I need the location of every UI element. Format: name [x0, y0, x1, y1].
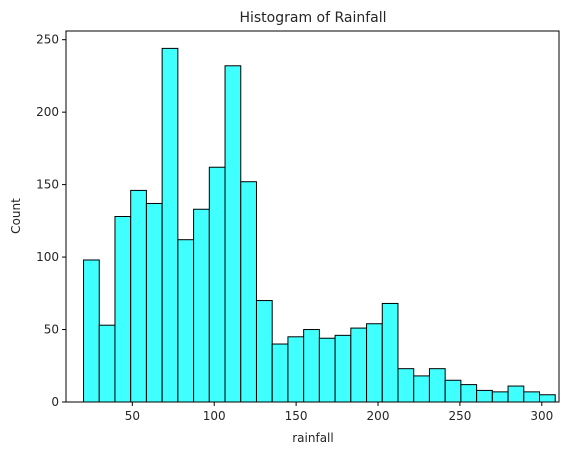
histogram-bar [240, 181, 257, 403]
histogram-bar [539, 394, 556, 403]
histogram-bar [303, 329, 320, 403]
y-axis-ticks: 0 50 100 150 200 250 [36, 33, 66, 409]
histogram-bar [460, 384, 478, 403]
histogram-bar [177, 239, 195, 403]
x-tick-label: 200 [367, 409, 390, 423]
histogram-bar [381, 302, 399, 403]
x-tick-label: 50 [125, 409, 140, 423]
histogram-bar [523, 391, 541, 403]
y-tick-label: 150 [36, 178, 59, 192]
x-axis-label: rainfall [292, 431, 333, 445]
x-axis-ticks: 50 100 150 200 250 300 [125, 402, 553, 423]
x-tick-label: 150 [285, 409, 308, 423]
y-axis-label: Count [9, 198, 23, 234]
x-tick-label: 250 [448, 409, 471, 423]
histogram-bar [145, 202, 163, 403]
y-tick-label: 250 [36, 33, 59, 47]
histogram-bar [397, 368, 415, 403]
histogram-bar [413, 375, 430, 403]
histogram-bar [255, 300, 273, 403]
y-tick-label: 100 [36, 250, 59, 264]
histogram-bar [193, 208, 210, 403]
x-tick-label: 100 [203, 409, 226, 423]
histogram-bar [366, 323, 383, 403]
histogram-bar [476, 389, 493, 403]
histogram-bar [318, 337, 336, 403]
histogram-bar [334, 334, 352, 403]
histogram-bar [98, 324, 116, 403]
histogram-bar [271, 343, 289, 403]
histogram-bar [130, 189, 147, 403]
y-tick-label: 200 [36, 105, 59, 119]
histogram-bar [114, 216, 132, 403]
chart-title: Histogram of Rainfall [239, 10, 386, 26]
histogram-bar [161, 47, 179, 403]
histogram-bar [428, 368, 446, 403]
histogram-bar [507, 385, 525, 403]
histogram-bar [350, 327, 368, 403]
histogram-bar [208, 166, 226, 403]
plot-frame [65, 30, 560, 403]
histogram-bar [287, 336, 305, 403]
histogram-bar [83, 259, 100, 403]
x-tick-label: 300 [530, 409, 553, 423]
y-tick-label: 0 [51, 395, 59, 409]
histogram-bar [224, 65, 242, 403]
y-tick-label: 50 [44, 323, 59, 337]
bars-group [83, 47, 556, 403]
histogram-bar [491, 391, 509, 403]
histogram-bar [444, 379, 462, 403]
